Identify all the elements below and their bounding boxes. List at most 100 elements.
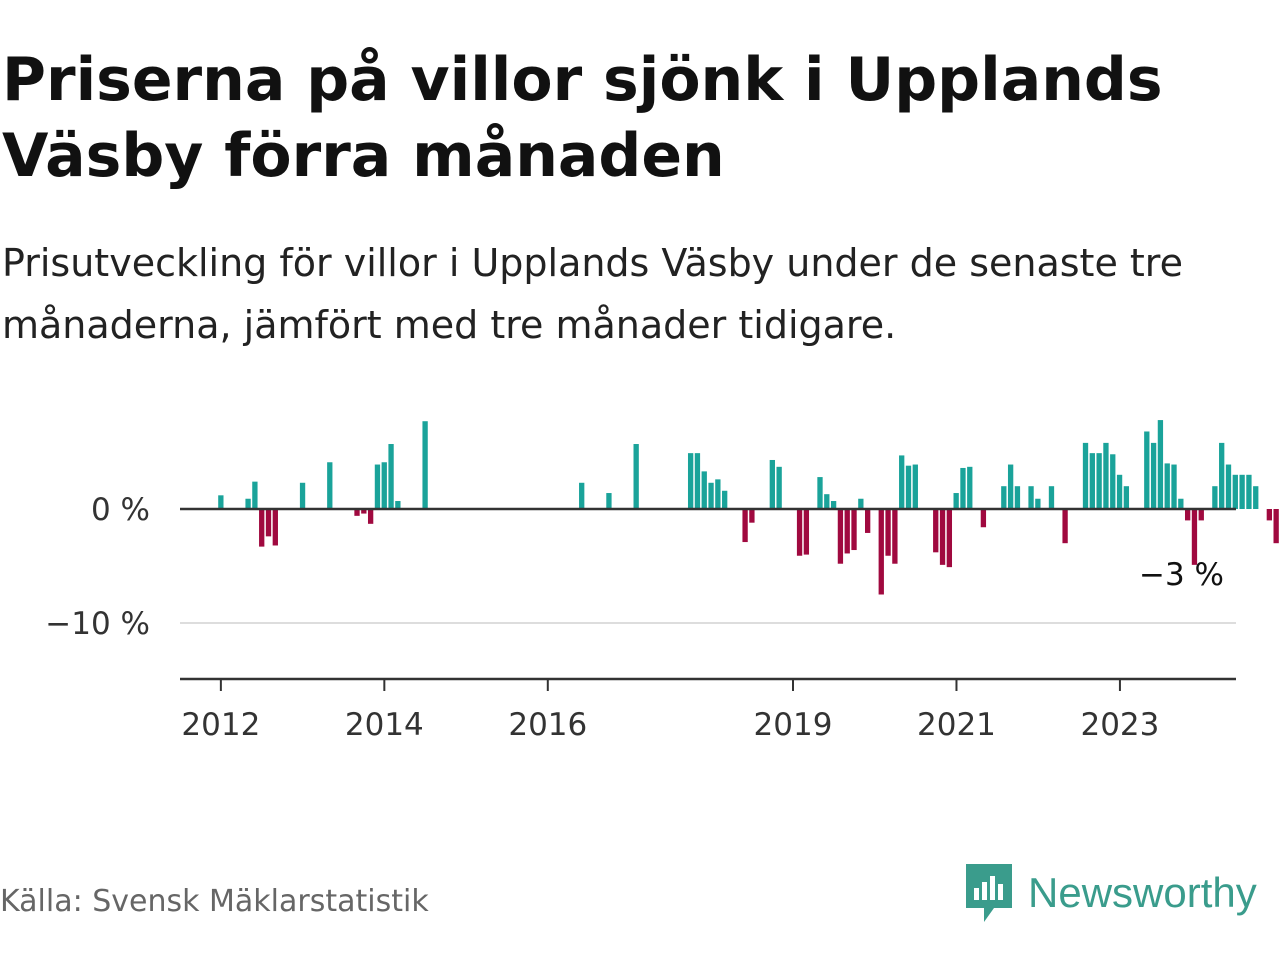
data-bar <box>1212 486 1218 509</box>
data-bar <box>769 459 775 509</box>
data-bar <box>967 466 973 509</box>
x-tick-label: 2016 <box>508 707 587 743</box>
data-bar <box>844 509 850 554</box>
data-bar <box>422 421 428 509</box>
data-bar <box>1164 463 1170 509</box>
data-bar <box>878 509 884 595</box>
newsworthy-logo-icon <box>966 864 1012 922</box>
brand-logo[interactable]: Newsworthy <box>964 862 1257 924</box>
chart-subtitle: Prisutveckling för villor i Upplands Väs… <box>2 241 1183 347</box>
data-bar <box>865 509 871 533</box>
bar-chart: 0 % −10 % 2012 2014 2016 2019 2021 2023 −3 % <box>45 420 1279 743</box>
data-bar <box>722 490 728 509</box>
data-bar <box>1014 486 1021 509</box>
data-bar <box>885 509 891 556</box>
data-bar <box>803 509 810 555</box>
data-bar <box>388 444 394 509</box>
x-tick-label: 2019 <box>754 707 833 743</box>
data-bar <box>1048 486 1055 509</box>
data-bar <box>905 465 912 509</box>
data-bar <box>899 455 905 509</box>
data-bar <box>259 509 265 547</box>
data-bar <box>858 498 864 509</box>
data-bar <box>1273 509 1279 544</box>
axes <box>180 507 1236 691</box>
data-bar <box>742 509 748 543</box>
data-bar <box>1082 442 1089 509</box>
data-bar <box>1007 464 1014 509</box>
data-bar <box>1266 509 1272 521</box>
x-tick-label: 2021 <box>917 707 996 743</box>
data-bar <box>1035 498 1041 509</box>
data-bar <box>354 509 360 516</box>
data-bar <box>817 477 823 509</box>
data-bar <box>1198 509 1204 521</box>
data-bar <box>1062 509 1068 544</box>
labels: 0 % −10 % 2012 2014 2016 2019 2021 2023 −3 % <box>45 492 1224 743</box>
data-bar <box>299 482 306 509</box>
data-bar <box>953 493 959 509</box>
last-value-annotation: −3 % <box>1139 557 1224 593</box>
data-bar <box>776 466 782 509</box>
data-bar <box>1001 486 1007 509</box>
data-bar <box>980 509 987 528</box>
data-bar <box>1150 442 1157 509</box>
data-bar <box>796 509 803 556</box>
bars <box>218 420 1279 595</box>
data-bar <box>218 495 224 509</box>
data-bar <box>1096 453 1102 509</box>
x-tick-label: 2023 <box>1080 707 1159 743</box>
data-bar <box>395 501 401 509</box>
y-tick-label: −10 % <box>45 606 150 642</box>
data-bar <box>687 453 694 509</box>
data-bar <box>1191 509 1198 565</box>
data-bar <box>1219 442 1225 509</box>
data-bar <box>361 509 367 514</box>
chart-title: Priserna på villor sjönk i Upplands Väsb… <box>2 45 1163 191</box>
data-bar <box>1225 464 1232 509</box>
data-bar <box>837 509 844 564</box>
data-bar <box>1171 464 1177 509</box>
source-credit: Källa: Svensk Mäklarstatistik <box>0 884 429 919</box>
data-bar <box>749 509 755 523</box>
data-bar <box>1110 454 1116 509</box>
data-bar <box>367 509 374 524</box>
data-bar <box>830 501 837 509</box>
y-tick-label: 0 % <box>91 492 150 528</box>
data-bar <box>1028 486 1034 509</box>
data-bar <box>1089 453 1095 509</box>
data-bar <box>1184 509 1191 521</box>
data-bar <box>960 467 966 509</box>
data-bar <box>245 498 251 509</box>
data-bar <box>633 444 639 509</box>
data-bar <box>946 509 953 568</box>
data-bar <box>694 453 701 509</box>
data-bar <box>1157 420 1164 509</box>
data-bar <box>272 509 278 546</box>
data-bar <box>824 494 830 509</box>
data-bar <box>892 509 898 564</box>
data-bar <box>1178 498 1184 509</box>
data-bar <box>1123 486 1130 509</box>
x-tick-label: 2014 <box>345 707 424 743</box>
data-bar <box>1116 474 1123 509</box>
data-bar <box>708 482 714 509</box>
data-bar <box>912 464 918 509</box>
data-bar <box>381 462 387 509</box>
data-bar <box>939 509 946 565</box>
data-bar <box>374 464 381 509</box>
data-bar <box>1239 474 1245 509</box>
data-bar <box>851 509 857 551</box>
data-bar <box>327 462 333 509</box>
data-bar <box>579 482 585 509</box>
data-bar <box>606 493 612 509</box>
data-bar <box>252 481 258 509</box>
data-bar <box>1144 431 1150 509</box>
data-bar <box>933 509 939 553</box>
x-tick-label: 2012 <box>181 707 260 743</box>
brand-name: Newsworthy <box>1028 869 1257 916</box>
data-bar <box>265 509 272 537</box>
data-bar <box>1232 474 1238 509</box>
data-bar <box>1253 486 1259 509</box>
data-bar <box>1246 474 1252 509</box>
